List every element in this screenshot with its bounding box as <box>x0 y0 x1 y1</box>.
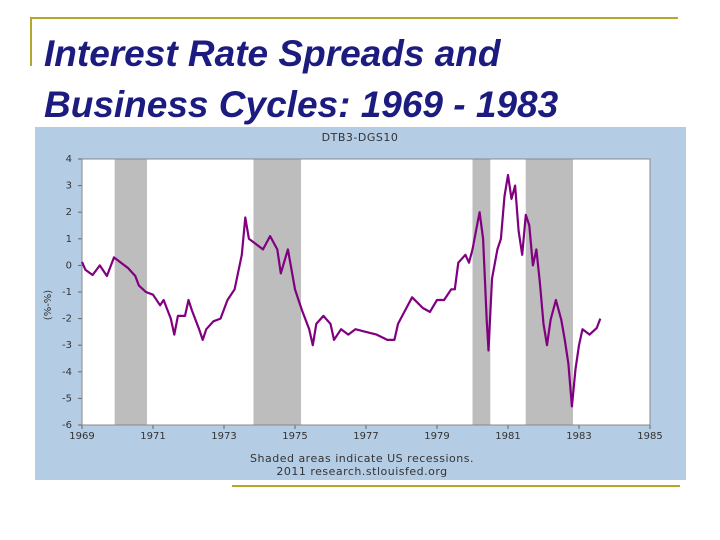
x-tick-label: 1971 <box>140 431 165 442</box>
x-tick-label: 1979 <box>424 431 449 442</box>
y-tick-label: 4 <box>66 154 72 165</box>
y-tick-label: -6 <box>62 420 72 431</box>
x-tick-label: 1985 <box>637 431 662 442</box>
y-tick-label: 1 <box>66 234 72 245</box>
recession-band <box>253 159 302 425</box>
x-tick-label: 1977 <box>353 431 378 442</box>
y-axis-label: (%-%) <box>43 290 54 321</box>
y-tick-label: -1 <box>62 287 72 298</box>
x-tick-label: 1975 <box>282 431 307 442</box>
x-tick-label: 1969 <box>69 431 94 442</box>
y-tick-label: -5 <box>62 393 72 404</box>
recession-band <box>472 159 491 425</box>
plot-border <box>81 158 651 426</box>
recession-band <box>525 159 573 425</box>
note: 2011 research.stlouisfed.org <box>276 465 447 478</box>
slide-title: Interest Rate Spreads and <box>44 33 502 74</box>
y-tick-label: -3 <box>62 340 72 351</box>
y-tick-label: -4 <box>62 367 72 378</box>
series-line <box>80 173 602 408</box>
x-tick-label: 1973 <box>211 431 236 442</box>
y-tick-label: -2 <box>62 314 72 325</box>
x-tick-label: 1983 <box>566 431 591 442</box>
note: Shaded areas indicate US recessions. <box>250 452 474 465</box>
y-tick-label: 0 <box>66 260 72 271</box>
y-tick-label: 3 <box>66 181 72 192</box>
recession-band <box>114 159 147 425</box>
x-tick-label: 1981 <box>495 431 520 442</box>
slide-title: Business Cycles: 1969 - 1983 <box>44 84 559 125</box>
y-tick-label: 2 <box>66 207 72 218</box>
chart-title: DTB3-DGS10 <box>322 131 399 144</box>
